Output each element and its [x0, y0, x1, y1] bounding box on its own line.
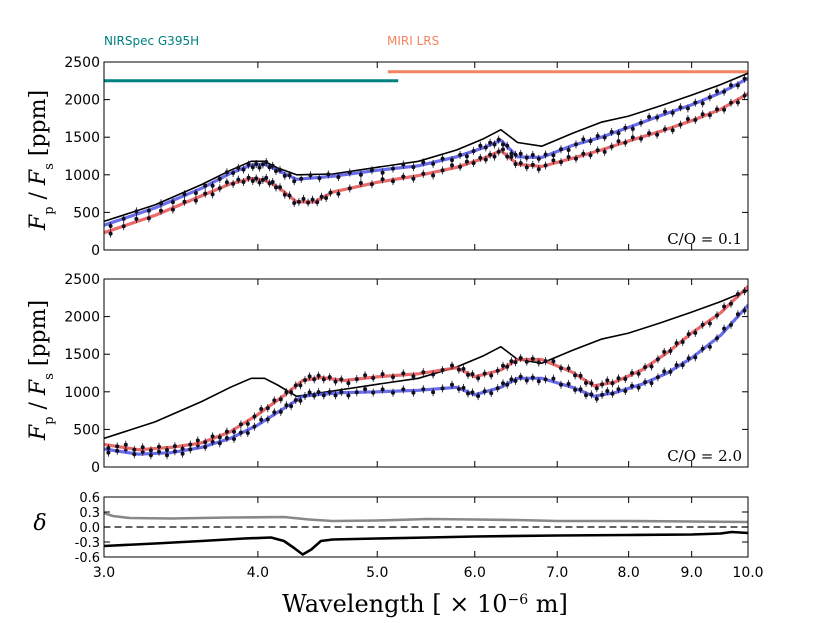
series-group: [104, 72, 748, 238]
axes-frame: [103, 61, 749, 251]
top-y-axis-label: Fp / Fs [ppm]: [26, 90, 57, 231]
y-tick-label: 0: [91, 460, 100, 476]
co-ratio-annotation: C/O = 0.1: [667, 230, 742, 248]
miri-label: MIRI LRS: [387, 34, 439, 48]
nirspec-label: NIRSpec G395H: [104, 34, 199, 48]
series-line-reference: [104, 72, 748, 223]
x-tick-label: 4.0: [247, 565, 269, 581]
x-tick-label: 6.0: [464, 565, 486, 581]
x-tick-label: 5.0: [366, 565, 388, 581]
x-tick-label: 9.0: [681, 565, 703, 581]
series-group: [104, 284, 748, 460]
y-tick-label: 0: [91, 243, 100, 259]
y-tick-label: -0.3: [75, 536, 100, 551]
y-tick-label: 2000: [64, 93, 100, 109]
y-tick-label: 0.3: [79, 506, 100, 521]
y-tick-label: 2500: [64, 55, 100, 71]
y-tick-label: 1500: [64, 130, 100, 146]
series-line-black-residual: [104, 530, 748, 556]
middle-y-axis-label: Fp / Fs [ppm]: [26, 300, 57, 441]
series-line-red-model: [104, 284, 748, 452]
co-ratio-annotation: C/O = 2.0: [667, 447, 742, 465]
y-tick-label: 1000: [64, 385, 100, 401]
series-line-blue-model: [104, 303, 748, 456]
top-panel: 0 500 1000 1500 2000 2500 C/O = 0.1: [64, 55, 749, 259]
y-tick-label: 1000: [64, 168, 100, 184]
y-tick-label: -0.6: [75, 551, 100, 566]
y-tick-label: 500: [73, 422, 100, 438]
x-tick-label: 10.0: [732, 565, 763, 581]
middle-panel: 0 500 1000 1500 2000 2500 C/O = 2.0: [64, 272, 749, 476]
residual-panel: -0.6-0.30.00.30.6 3.0 4.0 5.0 6.0 7.0 8.0 9.0 10…: [75, 491, 764, 581]
y-tick-label: 0.6: [79, 491, 100, 506]
series-line-blue-model: [104, 76, 748, 227]
y-tick-label: 1500: [64, 347, 100, 363]
delta-y-axis-label: δ: [33, 511, 46, 536]
svg-text:Fp / Fs [ppm]: Fp / Fs [ppm]: [26, 90, 57, 231]
axes-frame: [103, 278, 749, 468]
x-tick-label: 3.0: [93, 565, 115, 581]
y-tick-label: 2500: [64, 272, 100, 288]
series-line-grey-residual: [104, 511, 748, 524]
y-tick-label: 0.0: [79, 521, 100, 536]
y-tick-label: 500: [73, 205, 100, 221]
series-group: [104, 511, 748, 556]
x-tick-label: 7.0: [546, 565, 568, 581]
x-tick-label: 8.0: [618, 565, 640, 581]
y-tick-label: 2000: [64, 310, 100, 326]
svg-text:Fp / Fs [ppm]: Fp / Fs [ppm]: [26, 300, 57, 441]
x-axis-label: Wavelength [ × 10−6 m]: [282, 590, 568, 618]
